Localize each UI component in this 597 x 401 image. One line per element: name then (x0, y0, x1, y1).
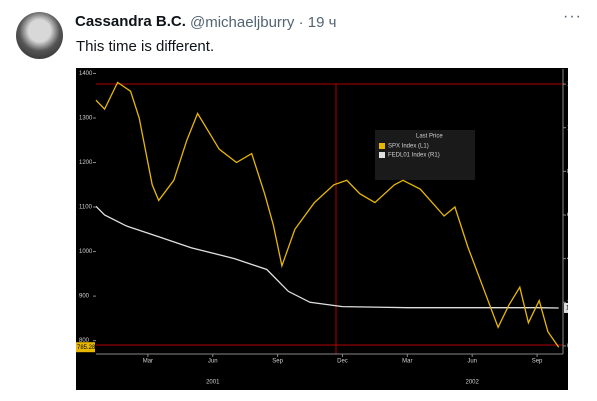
legend-swatch (379, 152, 385, 158)
y2-tick-label: 6.00 (567, 213, 568, 219)
tweet-text: This time is different. (76, 38, 215, 55)
legend-label: SPX Index (L1) (388, 144, 429, 150)
legend-box (375, 130, 475, 180)
legend-label: FEDL01 Index (R1) (388, 153, 440, 159)
user-handle[interactable]: @michaeljburry · 19 ч (190, 14, 337, 31)
year-label: 2001 (206, 380, 220, 386)
last-box (564, 302, 568, 313)
x-tick-label: Sep (532, 359, 543, 365)
last-label: 1.74 (566, 306, 568, 312)
x-tick-label: Dec (337, 359, 348, 365)
y-tick-label: 900 (79, 294, 90, 300)
y-tick-label: 1400 (79, 71, 93, 77)
y2-tick-label: 8.00 (567, 169, 568, 175)
chart-bg (76, 68, 568, 390)
legend-title: Last Price (416, 134, 443, 140)
y2-tick-label: 4.00 (567, 256, 568, 262)
y2-tick-label: 12.00 (567, 82, 568, 88)
series-line (95, 205, 559, 309)
more-button[interactable]: ··· (563, 8, 582, 25)
year-label: 2002 (466, 380, 480, 386)
y2-tick-label: 0.00 (567, 344, 568, 350)
y2-tick-label: 10.00 (567, 125, 568, 131)
y-tick-label: 1000 (79, 249, 93, 255)
y-tick-label: 800 (79, 338, 90, 344)
last-label: 785.28 (77, 345, 96, 351)
y2-tick-label: 2.00 (567, 300, 568, 306)
x-tick-label: Jun (467, 359, 477, 365)
x-tick-label: Sep (272, 359, 283, 365)
y-tick-label: 1200 (79, 160, 93, 166)
user-name[interactable]: Cassandra B.C. (75, 13, 186, 30)
series-line (95, 81, 560, 348)
legend-swatch (379, 143, 385, 149)
chart-image[interactable]: Last Price 800 900 1000 1100 1200 1300 1400 0.0… (76, 68, 568, 390)
y-tick-label: 1100 (79, 205, 93, 211)
last-box (76, 342, 95, 353)
avatar[interactable] (16, 12, 63, 59)
x-tick-label: Jun (208, 359, 218, 365)
y-tick-label: 1300 (79, 116, 93, 122)
x-tick-label: Mar (143, 359, 153, 365)
x-tick-label: Mar (402, 359, 412, 365)
